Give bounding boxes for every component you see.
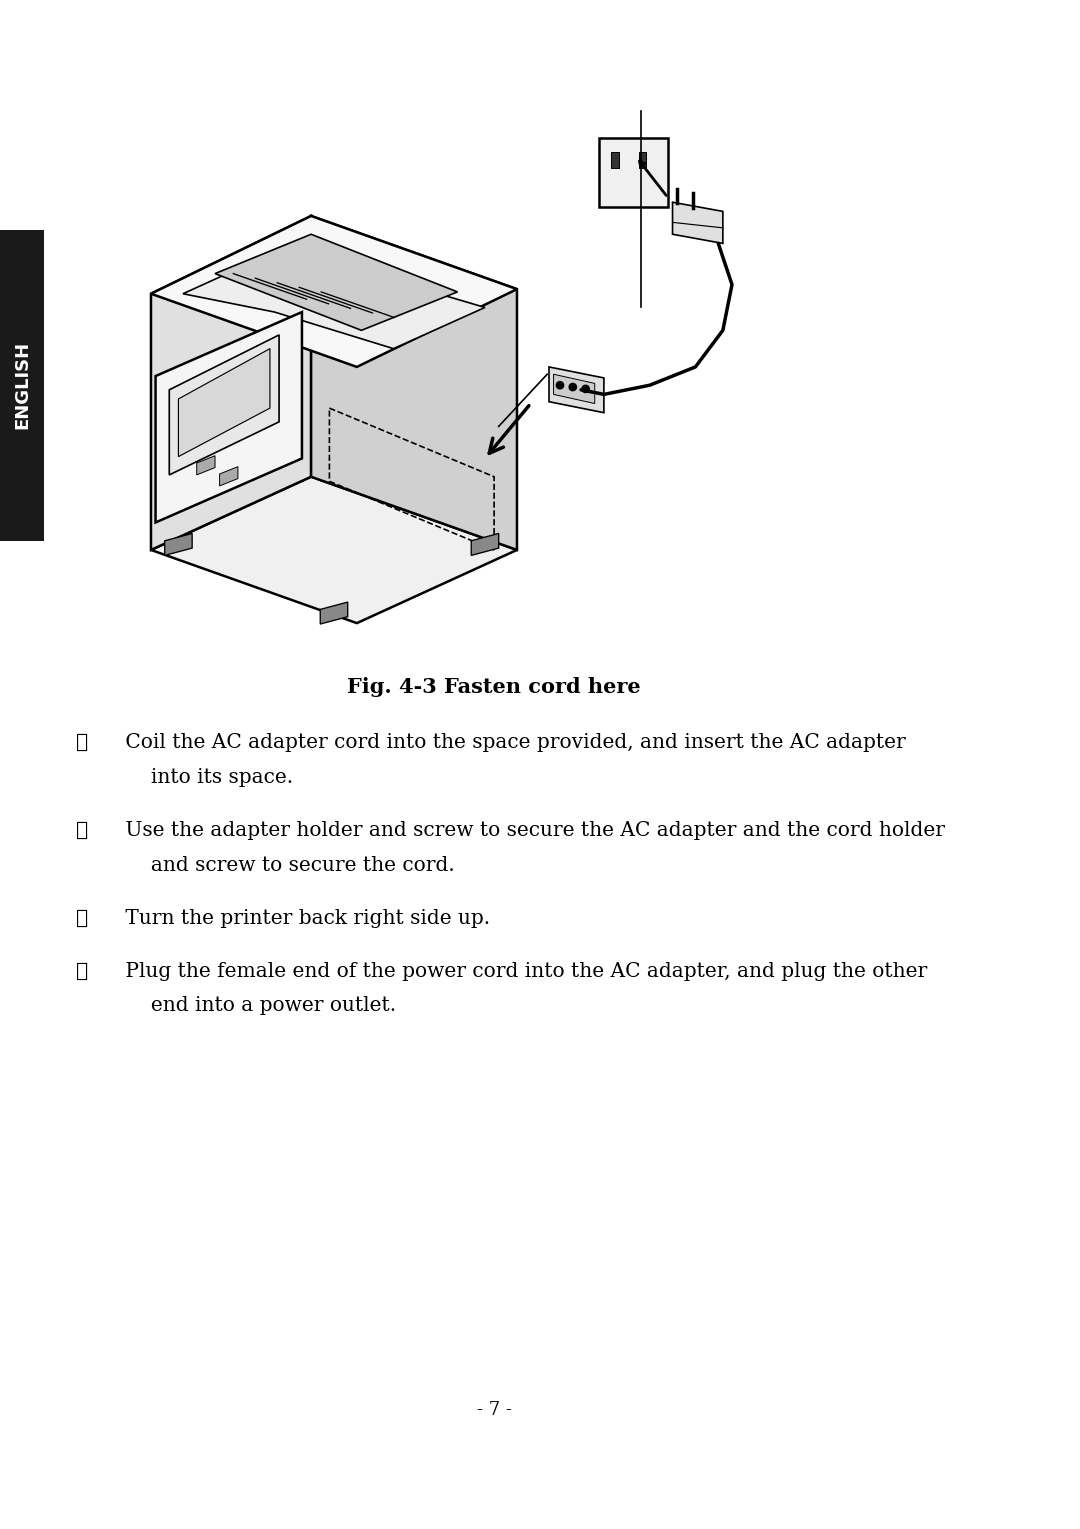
Bar <box>611 151 619 168</box>
Text: and screw to secure the cord.: and screw to secure the cord. <box>119 856 455 875</box>
Bar <box>599 138 667 206</box>
Text: ⑤: ⑤ <box>77 732 89 752</box>
Polygon shape <box>471 534 499 555</box>
Text: into its space.: into its space. <box>119 768 293 787</box>
Bar <box>0 229 44 541</box>
Polygon shape <box>554 375 595 404</box>
Polygon shape <box>156 312 302 523</box>
Circle shape <box>556 382 564 388</box>
Polygon shape <box>183 248 485 349</box>
Text: end into a power outlet.: end into a power outlet. <box>119 997 396 1015</box>
Polygon shape <box>197 456 215 476</box>
Polygon shape <box>321 602 348 624</box>
Polygon shape <box>170 335 279 476</box>
Text: Turn the printer back right side up.: Turn the printer back right side up. <box>119 908 490 928</box>
Polygon shape <box>151 216 517 367</box>
Polygon shape <box>673 202 723 243</box>
Polygon shape <box>151 216 311 550</box>
Text: Use the adapter holder and screw to secure the AC adapter and the cord holder: Use the adapter holder and screw to secu… <box>119 821 945 839</box>
Text: ⑥: ⑥ <box>77 821 89 839</box>
Text: ENGLISH: ENGLISH <box>13 341 31 430</box>
Text: Plug the female end of the power cord into the AC adapter, and plug the other: Plug the female end of the power cord in… <box>119 962 928 980</box>
Polygon shape <box>549 367 604 413</box>
Circle shape <box>582 385 590 393</box>
Polygon shape <box>178 349 270 457</box>
Polygon shape <box>219 466 238 486</box>
Polygon shape <box>165 534 192 555</box>
Polygon shape <box>215 234 458 330</box>
Text: Fig. 4-3 Fasten cord here: Fig. 4-3 Fasten cord here <box>348 677 640 697</box>
Text: ⑦: ⑦ <box>77 908 89 928</box>
Polygon shape <box>151 477 517 624</box>
Text: ⑧: ⑧ <box>77 962 89 980</box>
Bar <box>638 151 646 168</box>
Text: Coil the AC adapter cord into the space provided, and insert the AC adapter: Coil the AC adapter cord into the space … <box>119 732 906 752</box>
Circle shape <box>569 384 577 391</box>
Text: - 7 -: - 7 - <box>476 1401 512 1419</box>
Polygon shape <box>311 216 517 550</box>
